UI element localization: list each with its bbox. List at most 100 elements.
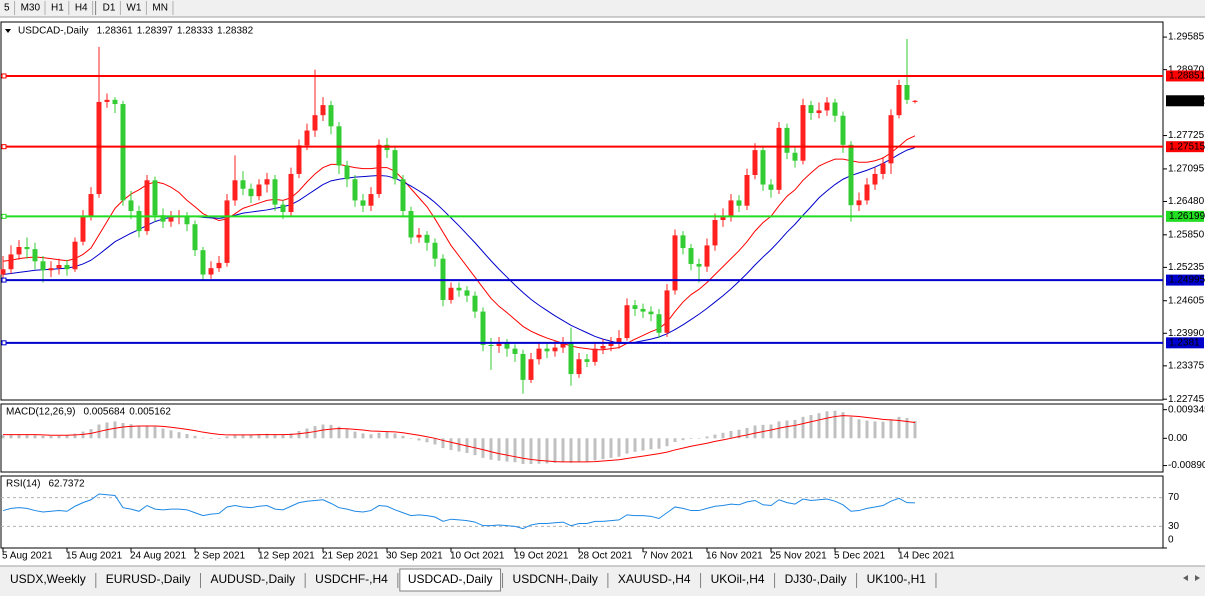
level-anchor bbox=[1, 73, 7, 79]
tab[interactable] bbox=[504, 571, 606, 590]
tab[interactable] bbox=[776, 571, 855, 590]
macd-bar bbox=[273, 434, 277, 439]
ohlc-value: 1.28333 bbox=[177, 26, 214, 37]
candle-body bbox=[424, 234, 430, 243]
tab[interactable] bbox=[202, 571, 304, 590]
candle-body bbox=[760, 150, 766, 185]
timeframe-button[interactable]: M30 bbox=[21, 3, 41, 14]
candle-body bbox=[8, 254, 14, 270]
timeframe-button[interactable]: H1 bbox=[51, 3, 64, 14]
macd-bar bbox=[345, 429, 349, 439]
macd-bar bbox=[17, 434, 21, 439]
macd-bar bbox=[241, 434, 245, 439]
candle-body bbox=[392, 150, 398, 180]
tab-label[interactable]: USDCAD-,Daily bbox=[408, 572, 493, 586]
macd-bar bbox=[873, 421, 877, 439]
candle-body bbox=[872, 173, 878, 185]
y-tick-label: 0 bbox=[1168, 535, 1174, 546]
candle-body bbox=[360, 200, 366, 206]
candle-body bbox=[208, 268, 214, 275]
candle-body bbox=[744, 175, 750, 206]
tab[interactable] bbox=[2, 571, 94, 590]
macd-bar bbox=[169, 430, 173, 439]
macd-bar bbox=[665, 438, 669, 447]
candle-body bbox=[496, 343, 502, 346]
candle-body bbox=[232, 180, 238, 201]
macd-bar bbox=[673, 438, 677, 442]
tab-label[interactable]: EURUSD-,Daily bbox=[106, 572, 191, 586]
tab[interactable] bbox=[858, 571, 934, 590]
candle-body bbox=[320, 105, 326, 116]
candle-body bbox=[168, 217, 174, 222]
candle-body bbox=[72, 241, 78, 270]
candle-body bbox=[32, 249, 38, 262]
level-anchor bbox=[1, 277, 7, 283]
x-tick-label: 5 Aug 2021 bbox=[2, 551, 53, 562]
level-anchor bbox=[1, 340, 7, 346]
candle-body bbox=[184, 216, 190, 225]
level-label: 1.26199 bbox=[1169, 211, 1205, 222]
tab-label[interactable]: USDCHF-,H4 bbox=[315, 572, 388, 586]
macd-bar bbox=[809, 415, 813, 439]
candle-body bbox=[152, 180, 158, 216]
y-tick-label: 1.23990 bbox=[1168, 328, 1205, 339]
candle-body bbox=[160, 215, 166, 222]
scroll-left-icon[interactable] bbox=[1183, 575, 1188, 581]
candle-body bbox=[624, 305, 630, 339]
candle-body bbox=[680, 235, 686, 249]
macd-bar bbox=[57, 435, 61, 439]
tab[interactable] bbox=[702, 571, 773, 590]
candle-body bbox=[328, 105, 334, 127]
macd-bar bbox=[817, 413, 821, 439]
candle-body bbox=[552, 347, 558, 352]
macd-bar bbox=[177, 432, 181, 439]
tab[interactable] bbox=[307, 571, 396, 590]
tab-label[interactable]: XAUUSD-,H4 bbox=[618, 572, 691, 586]
candle-body bbox=[216, 262, 222, 269]
tab-label[interactable]: UK100-,H1 bbox=[867, 572, 927, 586]
macd-bar bbox=[393, 433, 397, 439]
macd-bar bbox=[225, 436, 229, 439]
timeframe-button[interactable]: MN bbox=[152, 3, 168, 14]
scroll-right-icon[interactable] bbox=[1195, 575, 1200, 581]
macd-bar bbox=[745, 427, 749, 439]
candle-body bbox=[544, 348, 550, 352]
macd-bar bbox=[625, 438, 629, 454]
macd-bar bbox=[33, 435, 37, 439]
macd-bar bbox=[641, 438, 645, 451]
tab-label[interactable]: DJ30-,Daily bbox=[785, 572, 847, 586]
tab[interactable] bbox=[609, 571, 699, 590]
macd-bar bbox=[201, 437, 205, 439]
timeframe-button[interactable]: D1 bbox=[103, 3, 116, 14]
macd-bar bbox=[305, 428, 309, 439]
active-tab[interactable] bbox=[399, 568, 502, 592]
y-tick-label: 1.27095 bbox=[1168, 164, 1205, 175]
macd-bar bbox=[689, 438, 693, 439]
candle-body bbox=[672, 235, 678, 291]
y-tick-label: 30 bbox=[1168, 521, 1180, 532]
macd-bar bbox=[425, 438, 429, 443]
macd-bar bbox=[161, 428, 165, 439]
timeframe-button[interactable]: H4 bbox=[75, 3, 88, 14]
timeframe-button[interactable]: 5 bbox=[4, 3, 10, 14]
tab-label[interactable]: USDX,Weekly bbox=[10, 572, 86, 586]
candle-body bbox=[448, 287, 454, 300]
timeframe-button[interactable]: W1 bbox=[126, 3, 141, 14]
y-tick-label: 1.26480 bbox=[1168, 196, 1205, 207]
macd-bar bbox=[449, 438, 453, 450]
tab-label[interactable]: UKOil-,H4 bbox=[711, 572, 765, 586]
macd-bar bbox=[401, 435, 405, 439]
candle-body bbox=[416, 234, 422, 238]
macd-bar bbox=[833, 410, 837, 439]
candle-body bbox=[664, 290, 670, 333]
candle-body bbox=[568, 343, 574, 375]
tab[interactable] bbox=[97, 571, 199, 590]
candle-body bbox=[344, 165, 350, 180]
tab-label[interactable]: USDCNH-,Daily bbox=[513, 572, 598, 586]
x-tick-label: 12 Sep 2021 bbox=[258, 551, 315, 562]
candle-body bbox=[656, 314, 662, 333]
level-label-box bbox=[1166, 210, 1204, 222]
candle-body bbox=[248, 188, 254, 197]
tab-label[interactable]: AUDUSD-,Daily bbox=[210, 572, 295, 586]
candle-body bbox=[480, 311, 486, 345]
